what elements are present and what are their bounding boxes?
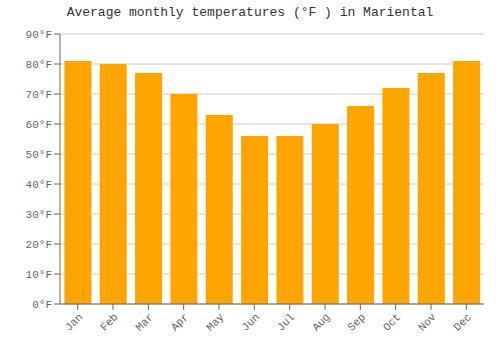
svg-text:40°F: 40°F: [26, 179, 52, 191]
svg-text:60°F: 60°F: [26, 119, 52, 131]
svg-text:Jan: Jan: [63, 311, 85, 333]
svg-text:80°F: 80°F: [26, 59, 52, 71]
svg-text:Jul: Jul: [275, 311, 297, 333]
svg-text:10°F: 10°F: [26, 269, 52, 281]
html-text:Average monthly temperatures (: Average monthly temperatures (°F ) in Ma…: [66, 5, 434, 20]
svg-text:Feb: Feb: [98, 311, 120, 333]
svg-text:May: May: [204, 311, 227, 334]
svg-text:90°F: 90°F: [26, 29, 52, 41]
svg-text:Jun: Jun: [239, 311, 261, 333]
svg-text:0°F: 0°F: [32, 299, 52, 311]
svg-text:50°F: 50°F: [26, 149, 52, 161]
svg-text:Mar: Mar: [133, 311, 155, 333]
svg-text:Dec: Dec: [451, 311, 473, 333]
svg-text:Sep: Sep: [345, 311, 367, 333]
svg-text:Apr: Apr: [169, 311, 191, 333]
svg-text:70°F: 70°F: [26, 89, 52, 101]
svg-text:30°F: 30°F: [26, 209, 52, 221]
svg-text:Aug: Aug: [310, 311, 332, 333]
svg-text:20°F: 20°F: [26, 239, 52, 251]
svg-text:Oct: Oct: [381, 311, 403, 333]
svg-text:Nov: Nov: [416, 311, 439, 334]
